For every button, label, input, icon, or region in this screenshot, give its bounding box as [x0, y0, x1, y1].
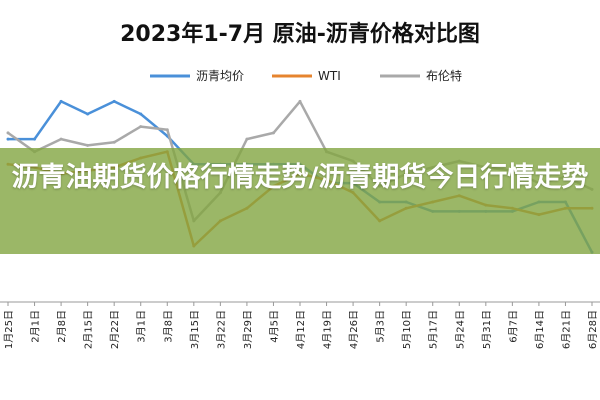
- data-point-0-2: [59, 99, 63, 103]
- x-tick-label-3: 2月15日: [83, 310, 95, 349]
- x-tick-label-15: 5月10日: [401, 310, 413, 349]
- x-tick-label-17: 5月24日: [454, 310, 466, 349]
- legend-label-2: 布伦特: [426, 68, 462, 83]
- x-tick-label-4: 2月22日: [109, 310, 121, 349]
- data-point-2-10: [271, 131, 275, 135]
- data-point-2-6: [165, 128, 169, 132]
- x-axis-ticks: 1月25日 2月1日 2月8日 2月15日 2月22日 3月1日 3月8日 3月15日 3月22…: [3, 302, 599, 349]
- data-point-0-0: [6, 137, 10, 141]
- x-tick-label-8: 3月22日: [215, 310, 227, 349]
- x-tick-label-11: 4月12日: [295, 310, 307, 349]
- data-point-2-2: [59, 137, 63, 141]
- x-tick-label-7: 3月15日: [189, 310, 201, 349]
- x-tick-label-13: 4月26日: [348, 310, 360, 349]
- data-point-2-0: [6, 131, 10, 135]
- headline-banner: [0, 148, 600, 254]
- x-tick-label-6: 3月8日: [162, 310, 174, 343]
- data-point-2-4: [112, 140, 116, 144]
- data-point-2-11: [298, 99, 302, 103]
- x-tick-label-9: 3月29日: [242, 310, 254, 349]
- data-point-0-4: [112, 99, 116, 103]
- chart-legend: 沥青均价 WTI 布伦特: [150, 68, 462, 83]
- data-point-2-5: [139, 125, 143, 129]
- legend-label-0: 沥青均价: [196, 69, 244, 83]
- chart-title: 2023年1-7月 原油-沥青价格对比图: [120, 21, 480, 47]
- x-tick-label-20: 6月14日: [534, 310, 546, 349]
- x-tick-label-22: 6月28日: [587, 310, 599, 349]
- data-point-0-1: [33, 137, 37, 141]
- x-tick-label-10: 4月5日: [268, 310, 280, 343]
- x-tick-label-21: 6月21日: [560, 310, 572, 349]
- x-tick-label-14: 5月3日: [375, 310, 387, 343]
- x-tick-label-19: 6月7日: [507, 310, 519, 343]
- data-point-2-9: [245, 137, 249, 141]
- x-tick-label-5: 3月1日: [136, 310, 148, 343]
- x-tick-label-1: 2月1日: [30, 310, 42, 343]
- x-tick-label-16: 5月17日: [428, 310, 440, 349]
- data-point-2-3: [86, 143, 90, 147]
- legend-label-1: WTI: [318, 69, 341, 83]
- x-tick-label-12: 4月19日: [322, 310, 334, 349]
- x-tick-label-18: 5月31日: [481, 310, 493, 349]
- x-tick-label-2: 2月8日: [56, 310, 68, 343]
- x-tick-label-0: 1月25日: [3, 310, 15, 349]
- data-point-0-5: [139, 112, 143, 116]
- data-point-0-3: [86, 112, 90, 116]
- headline-text: 沥青油期货价格行情走势/沥青期货今日行情走势: [11, 162, 589, 193]
